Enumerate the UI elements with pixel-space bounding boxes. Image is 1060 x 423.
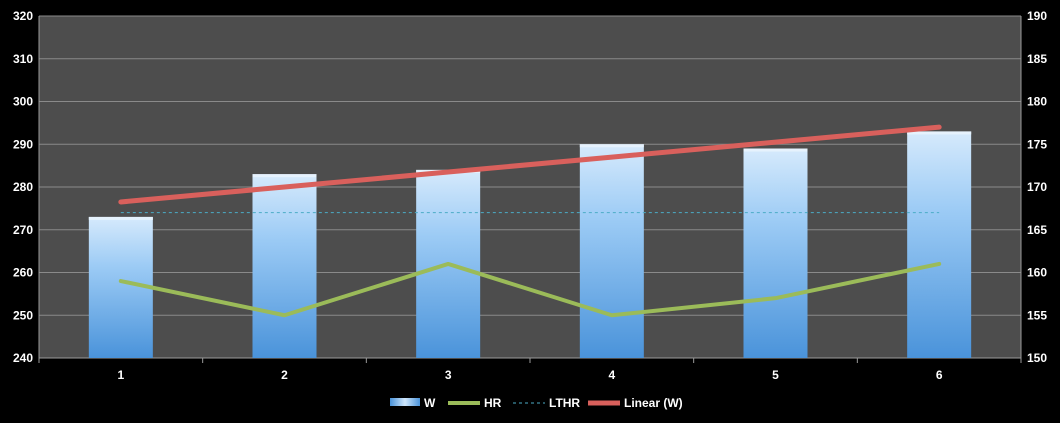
y-right-tick-label: 155 bbox=[1027, 308, 1047, 322]
legend-item-lthr: LTHR bbox=[513, 396, 580, 410]
y-left-tick-label: 240 bbox=[13, 351, 33, 365]
y-right-tick-label: 160 bbox=[1027, 266, 1047, 280]
legend-item-hr: HR bbox=[448, 396, 502, 410]
y-right-tick-label: 190 bbox=[1027, 9, 1047, 23]
x-tick-label: 5 bbox=[772, 368, 779, 382]
x-tick-label: 1 bbox=[117, 368, 124, 382]
x-tick-label: 4 bbox=[608, 368, 615, 382]
legend-item-w: W bbox=[390, 396, 436, 410]
y-left-tick-label: 260 bbox=[13, 266, 33, 280]
legend-item-linear-w: Linear (W) bbox=[588, 396, 683, 410]
bar-w bbox=[743, 148, 808, 358]
y-right-tick-label: 150 bbox=[1027, 351, 1047, 365]
x-tick-label: 6 bbox=[936, 368, 943, 382]
legend-label: Linear (W) bbox=[624, 396, 683, 410]
bar-w bbox=[907, 131, 972, 358]
y-right-tick-label: 170 bbox=[1027, 180, 1047, 194]
legend-label: LTHR bbox=[549, 396, 580, 410]
y-left-tick-label: 310 bbox=[13, 52, 33, 66]
y-left-tick-label: 300 bbox=[13, 95, 33, 109]
y-left-tick-label: 280 bbox=[13, 180, 33, 194]
legend: W HR LTHR Linear (W) bbox=[390, 396, 683, 410]
line-linear-w bbox=[118, 124, 942, 205]
x-tick-label: 3 bbox=[445, 368, 452, 382]
bar-w bbox=[579, 144, 644, 358]
bar-w-top-highlight bbox=[907, 131, 972, 135]
bar-w-top-highlight bbox=[252, 174, 317, 178]
bar-w-top-highlight bbox=[579, 144, 644, 148]
legend-label: HR bbox=[484, 396, 502, 410]
y-right-tick-label: 165 bbox=[1027, 223, 1047, 237]
y-left-tick-label: 320 bbox=[13, 9, 33, 23]
gridlines bbox=[39, 15, 1021, 316]
bar-w-top-highlight bbox=[88, 216, 153, 220]
legend-swatch bbox=[390, 398, 420, 406]
bar-w-top-highlight bbox=[743, 148, 808, 152]
y-right-tick-label: 180 bbox=[1027, 95, 1047, 109]
line-series bbox=[118, 124, 942, 318]
y-right-tick-label: 175 bbox=[1027, 137, 1047, 151]
y-left-tick-label: 250 bbox=[13, 308, 33, 322]
legend-label: W bbox=[424, 396, 436, 410]
y-left-tick-label: 290 bbox=[13, 137, 33, 151]
x-tick-label: 2 bbox=[281, 368, 288, 382]
bar-w bbox=[252, 174, 317, 358]
y-left-tick-label: 270 bbox=[13, 223, 33, 237]
y-right-tick-label: 185 bbox=[1027, 52, 1047, 66]
axes: 2402502602702802903003103201501551601651… bbox=[13, 9, 1047, 382]
line-hr bbox=[118, 261, 942, 318]
